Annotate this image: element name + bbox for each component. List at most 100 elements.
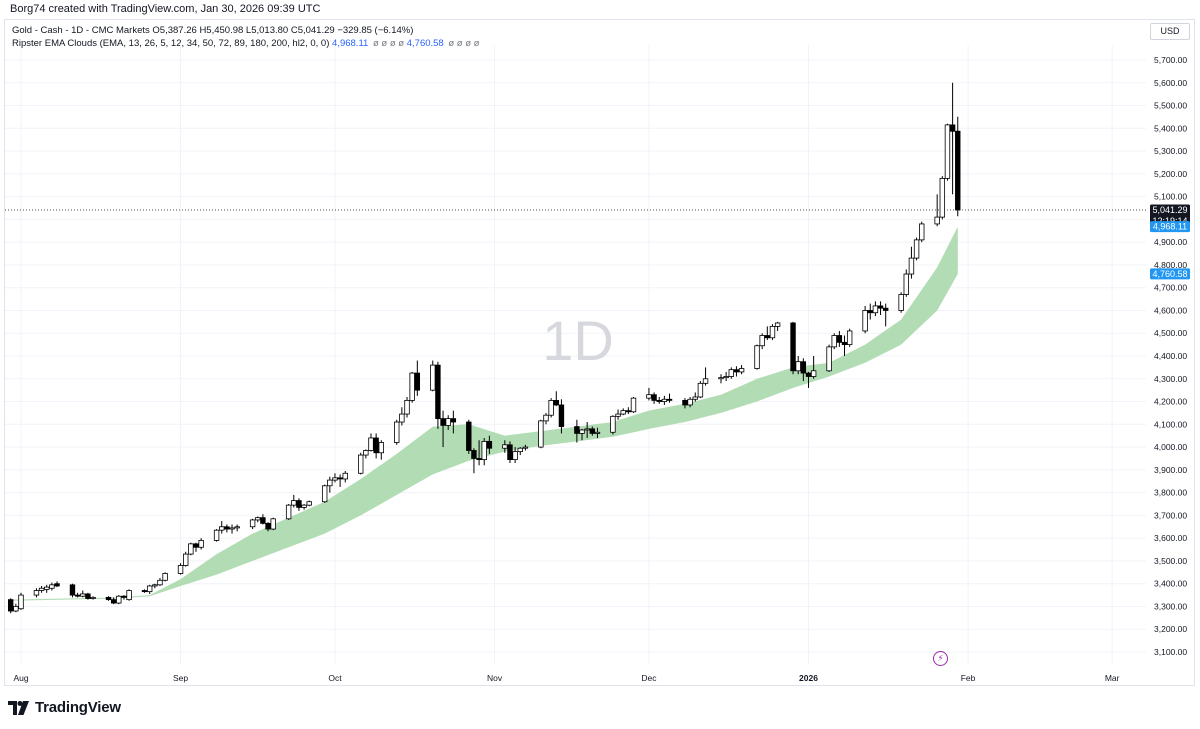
x-tick-label: Aug xyxy=(13,673,28,683)
candle-body xyxy=(738,368,745,373)
candles xyxy=(8,82,961,614)
candle xyxy=(841,335,848,356)
candle xyxy=(141,589,148,593)
candle-body xyxy=(80,593,86,597)
candle-body xyxy=(188,543,194,555)
candle xyxy=(80,590,86,598)
candle-body xyxy=(620,410,626,415)
y-tick-label: 4,300.00 xyxy=(1154,374,1187,384)
candle-body xyxy=(656,399,662,402)
candle-body xyxy=(558,404,565,427)
y-tick-label: 4,200.00 xyxy=(1154,397,1187,407)
candle xyxy=(33,588,40,598)
candle xyxy=(486,435,493,454)
x-tick-label: Oct xyxy=(328,673,342,683)
candle xyxy=(759,333,765,350)
candle xyxy=(882,303,889,327)
candle-body xyxy=(913,239,920,259)
candle xyxy=(198,538,204,550)
candle-body xyxy=(332,477,338,481)
candle-body xyxy=(723,376,729,379)
price-badge: 4,968.11 xyxy=(1150,221,1190,233)
empty-values-1: ø ø ø ø xyxy=(372,38,405,49)
candle xyxy=(769,324,776,341)
candle-body xyxy=(543,414,549,422)
candle-body xyxy=(882,307,889,311)
candle xyxy=(105,596,112,601)
candle xyxy=(810,356,817,379)
candle xyxy=(188,542,194,556)
candle-body xyxy=(903,273,909,295)
candle-body xyxy=(183,553,189,566)
candle xyxy=(502,440,508,453)
y-tick-label: 3,100.00 xyxy=(1154,647,1187,657)
candle xyxy=(682,398,688,409)
candle-body xyxy=(579,429,585,434)
candle-body xyxy=(466,421,472,451)
candle-body xyxy=(409,372,415,401)
candle xyxy=(363,449,369,459)
indicator-name[interactable]: Ripster EMA Clouds (EMA, 13, 26, 5, 12, … xyxy=(12,38,330,49)
candle-body xyxy=(18,594,24,610)
candle xyxy=(702,367,709,386)
x-tick-label: Mar xyxy=(1105,673,1120,683)
candle xyxy=(260,514,266,525)
candle-body xyxy=(116,595,122,604)
candle xyxy=(378,440,384,460)
candle xyxy=(795,356,801,375)
candle-body xyxy=(666,398,673,401)
candle xyxy=(800,358,807,382)
candle-body xyxy=(8,599,14,612)
candle xyxy=(430,360,436,392)
symbol-name[interactable]: Gold - Cash - 1D - CMC Markets xyxy=(12,25,150,36)
candle xyxy=(342,470,348,483)
candle xyxy=(718,374,724,384)
candle xyxy=(939,176,946,220)
candle xyxy=(74,592,81,598)
indicator-value-1: 4,968.11 xyxy=(332,38,369,49)
candle xyxy=(476,440,482,466)
candle-body xyxy=(296,500,302,508)
price-badge-bg xyxy=(1150,204,1190,227)
candle xyxy=(394,419,400,445)
candle-body xyxy=(754,345,760,369)
candle-body xyxy=(538,420,544,448)
candle xyxy=(85,592,91,600)
candle xyxy=(805,371,812,388)
candle xyxy=(522,444,529,451)
candle-body xyxy=(321,485,328,503)
candle-body xyxy=(177,565,184,574)
candle xyxy=(651,392,657,404)
candle xyxy=(296,498,302,511)
candle xyxy=(507,441,513,464)
candle-body xyxy=(105,596,112,601)
candle xyxy=(666,393,673,403)
candle-body xyxy=(368,437,374,451)
candle-body xyxy=(661,398,668,402)
x-tick-label: Feb xyxy=(961,673,976,683)
candle-body xyxy=(152,584,158,587)
candle-body xyxy=(594,431,601,434)
candle-body xyxy=(697,382,704,398)
candle-body xyxy=(728,369,734,377)
candle-body xyxy=(445,418,451,426)
lightning-icon[interactable]: ⚡ xyxy=(933,651,948,666)
candle xyxy=(548,398,554,418)
currency-button[interactable]: USD xyxy=(1150,23,1190,40)
price-badge-bg xyxy=(1150,221,1190,233)
candle xyxy=(450,410,457,434)
y-tick-label: 4,800.00 xyxy=(1154,260,1187,270)
x-tick-label: Nov xyxy=(487,673,503,683)
candle-body xyxy=(769,325,776,339)
candle-body xyxy=(908,257,915,275)
candle xyxy=(471,448,477,474)
candle-body xyxy=(363,450,369,456)
candle xyxy=(733,366,740,377)
candle-body xyxy=(234,526,240,529)
candle-body xyxy=(486,440,493,449)
candle-body xyxy=(33,590,40,596)
candle xyxy=(826,344,832,372)
candle-body xyxy=(826,346,832,372)
candle xyxy=(291,494,297,508)
